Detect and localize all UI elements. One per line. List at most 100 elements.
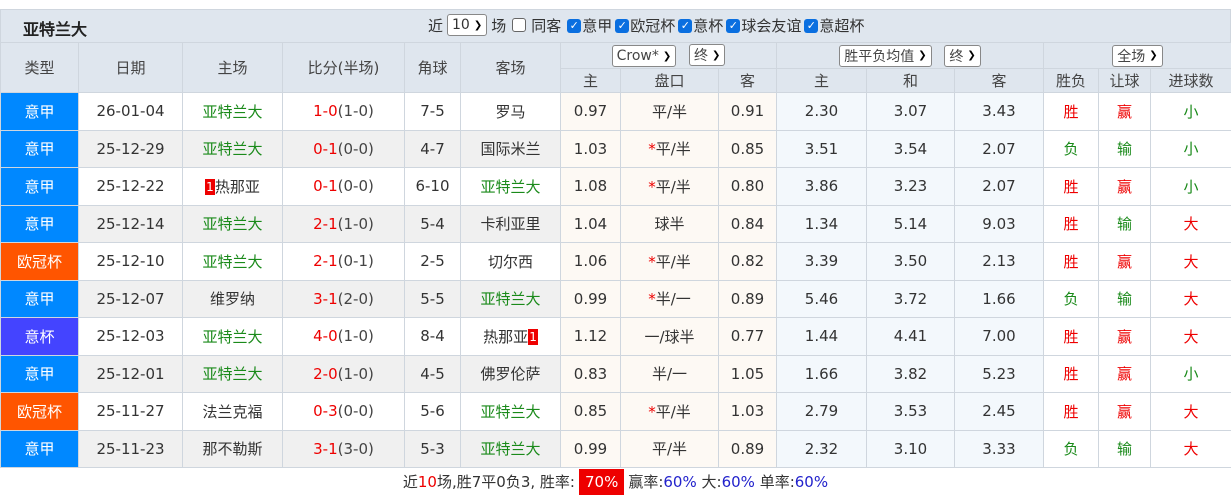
- chevron-down-icon: ❯: [1149, 50, 1158, 61]
- odds-type-select[interactable]: 胜平负均值 ❯: [839, 44, 932, 67]
- match-row: 欧冠杯 25-12-10 亚特兰大 2-1(0-1) 2-5 切尔西 1.06 …: [0, 242, 1231, 281]
- score-cell[interactable]: 1-0(1-0): [282, 92, 405, 131]
- away-team-cell[interactable]: 卡利亚里: [460, 204, 561, 243]
- asian-company-select[interactable]: Crow* ❯: [611, 45, 677, 67]
- away-team-name: 卡利亚里: [480, 215, 541, 234]
- asian-line: 半/一: [651, 365, 688, 384]
- home-team-cell[interactable]: 维罗纳: [182, 279, 283, 318]
- home-team-cell[interactable]: 亚特兰大: [182, 354, 283, 393]
- home-team-cell[interactable]: 亚特兰大: [182, 242, 283, 281]
- home-team-cell[interactable]: 亚特兰大: [182, 204, 283, 243]
- full-score: 3-1: [313, 439, 338, 458]
- league-cell[interactable]: 意甲: [0, 429, 79, 468]
- asian-line-cell: 平/半: [620, 429, 719, 468]
- goals-result: 大: [1150, 204, 1231, 243]
- odds-away: 3.33: [954, 429, 1044, 468]
- asian-line: 平/半: [655, 252, 691, 271]
- home-team-cell[interactable]: 亚特兰大: [182, 317, 283, 356]
- half-score: (0-1): [337, 252, 374, 271]
- handicap-rate-label: 赢率:: [628, 473, 664, 491]
- league-cell[interactable]: 意甲: [0, 167, 79, 206]
- handicap-result: 赢: [1098, 392, 1151, 431]
- away-team-cell[interactable]: 亚特兰大: [460, 167, 561, 206]
- away-team-cell[interactable]: 切尔西: [460, 242, 561, 281]
- league-checkbox[interactable]: ✓: [726, 19, 741, 33]
- home-team-cell[interactable]: 1热那亚: [182, 167, 283, 206]
- header-odds-away: 客: [954, 68, 1044, 93]
- league-cell[interactable]: 欧冠杯: [0, 392, 79, 431]
- league-cell[interactable]: 意甲: [0, 204, 79, 243]
- away-team-cell[interactable]: 国际米兰: [460, 129, 561, 168]
- score-cell[interactable]: 3-1(3-0): [282, 429, 405, 468]
- odds-home: 1.34: [776, 204, 867, 243]
- handicap-result: 赢: [1098, 317, 1151, 356]
- away-team-cell[interactable]: 热那亚1: [460, 317, 561, 356]
- away-team-name: 亚特兰大: [480, 177, 541, 196]
- home-team-name: 亚特兰大: [202, 102, 263, 121]
- league-cell[interactable]: 意甲: [0, 92, 79, 131]
- title-bar: 亚特兰大 近 10 ❯ 场 同客 ✓ 意甲 ✓ 欧冠杯 ✓ 意杯 ✓ 球会友谊 ✓ 意超杯: [0, 10, 1231, 42]
- handicap-result: 输: [1098, 429, 1151, 468]
- home-team-cell[interactable]: 亚特兰大: [182, 92, 283, 131]
- result-scope-select[interactable]: 全场 ❯: [1112, 44, 1163, 67]
- league-cell[interactable]: 意甲: [0, 279, 79, 318]
- result-scope-value: 全场: [1117, 48, 1146, 65]
- recent-count-select[interactable]: 10 ❯: [447, 14, 488, 36]
- score-cell[interactable]: 0-1(0-0): [282, 167, 405, 206]
- home-team-name: 热那亚: [214, 177, 260, 196]
- asian-line-cell: *平/半: [620, 129, 719, 168]
- asian-home-odds: 0.99: [560, 429, 621, 468]
- line-star: *: [648, 290, 656, 309]
- line-star: *: [648, 140, 656, 159]
- away-team-cell[interactable]: 亚特兰大: [460, 392, 561, 431]
- odd-rate-label: 单率:: [759, 473, 795, 491]
- summary-games: 10: [417, 473, 437, 491]
- home-team-cell[interactable]: 亚特兰大: [182, 129, 283, 168]
- same-venue-checkbox[interactable]: [512, 18, 527, 32]
- away-team-cell[interactable]: 罗马: [460, 92, 561, 131]
- match-history-table: 类型 日期 主场 比分(半场) 角球 客场 Crow* ❯ 终 ❯ 胜平负均值 ❯ 终…: [0, 42, 1231, 468]
- corner-cell: 5-6: [404, 392, 461, 431]
- match-row: 意甲 25-11-23 那不勒斯 3-1(3-0) 5-3 亚特兰大 0.99 …: [0, 429, 1231, 468]
- date-cell: 25-11-23: [78, 429, 183, 468]
- result-header: 全场 ❯: [1043, 42, 1231, 69]
- league-checkbox[interactable]: ✓: [615, 19, 630, 33]
- match-row: 欧冠杯 25-11-27 法兰克福 0-3(0-0) 5-6 亚特兰大 0.85…: [0, 392, 1231, 431]
- win-loss-result: 负: [1043, 279, 1099, 318]
- score-cell[interactable]: 0-1(0-0): [282, 129, 405, 168]
- home-team-name: 法兰克福: [202, 402, 263, 421]
- score-cell[interactable]: 2-1(1-0): [282, 204, 405, 243]
- asian-phase-select[interactable]: 终 ❯: [689, 44, 726, 66]
- date-cell: 25-12-10: [78, 242, 183, 281]
- full-score: 0-1: [313, 139, 338, 158]
- asian-phase-value: 终: [694, 48, 709, 64]
- league-cell[interactable]: 意甲: [0, 354, 79, 393]
- asian-home-odds: 1.12: [560, 317, 621, 356]
- asian-home-odds: 1.03: [560, 129, 621, 168]
- away-team-cell[interactable]: 佛罗伦萨: [460, 354, 561, 393]
- score-cell[interactable]: 0-3(0-0): [282, 392, 405, 431]
- corner-cell: 6-10: [404, 167, 461, 206]
- league-checkbox[interactable]: ✓: [567, 19, 582, 33]
- score-cell[interactable]: 4-0(1-0): [282, 317, 405, 356]
- score-cell[interactable]: 2-1(0-1): [282, 242, 405, 281]
- full-score: 1-0: [313, 102, 338, 121]
- away-team-cell[interactable]: 亚特兰大: [460, 279, 561, 318]
- odds-home: 1.44: [776, 317, 867, 356]
- odds-phase-select[interactable]: 终 ❯: [944, 44, 981, 67]
- league-cell[interactable]: 意杯: [0, 317, 79, 356]
- score-cell[interactable]: 2-0(1-0): [282, 354, 405, 393]
- league-cell[interactable]: 意甲: [0, 129, 79, 168]
- home-team-cell[interactable]: 法兰克福: [182, 392, 283, 431]
- away-team-cell[interactable]: 亚特兰大: [460, 429, 561, 468]
- header-odds-home: 主: [776, 68, 867, 93]
- league-checkbox[interactable]: ✓: [804, 19, 819, 33]
- league-cell[interactable]: 欧冠杯: [0, 242, 79, 281]
- home-team-cell[interactable]: 那不勒斯: [182, 429, 283, 468]
- score-cell[interactable]: 3-1(2-0): [282, 279, 405, 318]
- red-card-badge: 1: [528, 329, 538, 346]
- recent-prefix: 近: [428, 16, 444, 35]
- odds-draw: 3.53: [866, 392, 955, 431]
- league-checkbox[interactable]: ✓: [678, 19, 693, 33]
- corner-cell: 8-4: [404, 317, 461, 356]
